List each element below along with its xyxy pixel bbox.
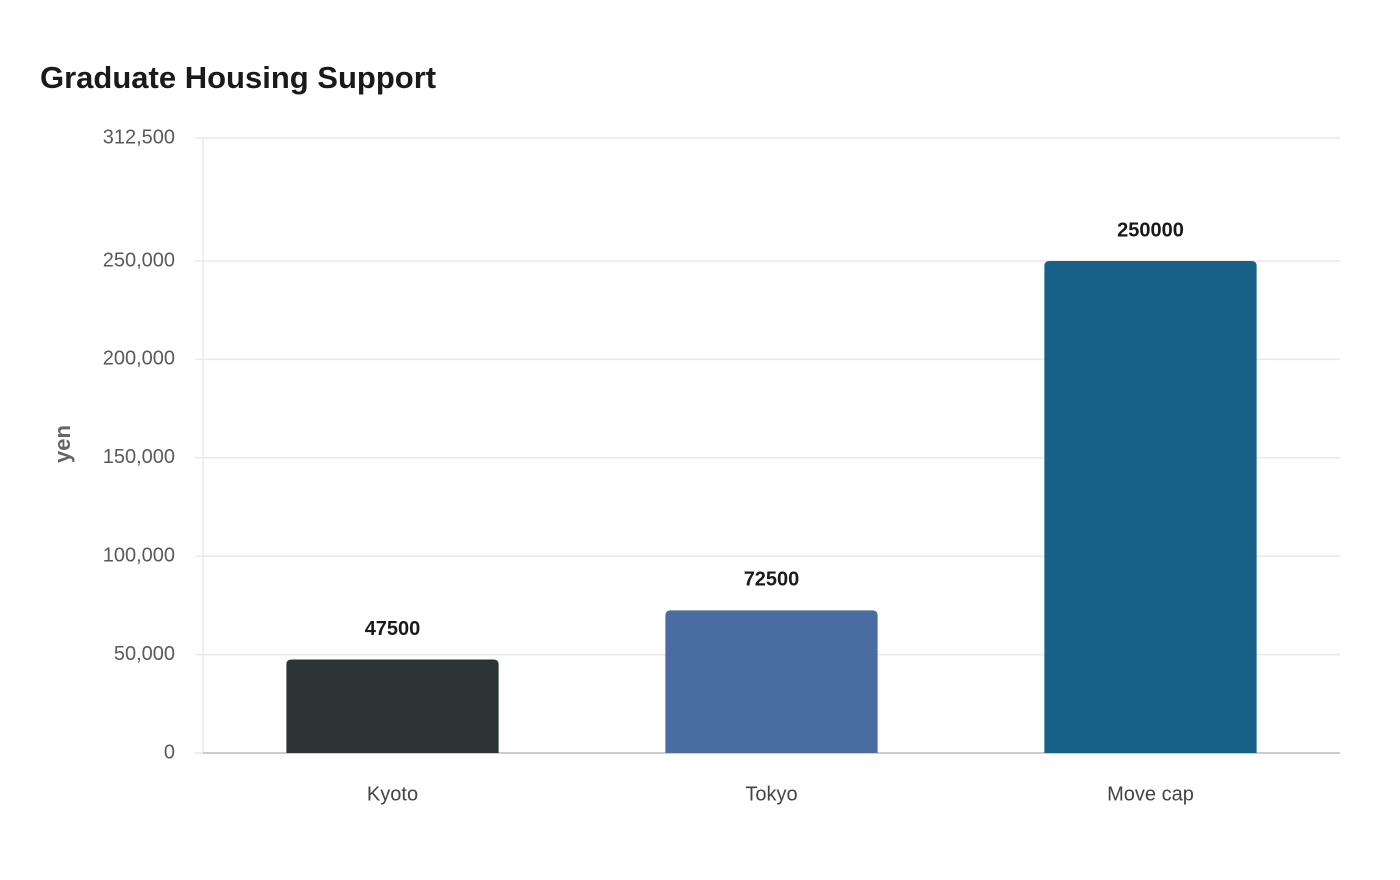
data-label: 250000 <box>1117 219 1184 241</box>
bar <box>1044 261 1257 753</box>
data-label: 47500 <box>365 618 421 640</box>
y-tick-label: 250,000 <box>103 249 175 271</box>
bar <box>665 610 878 753</box>
y-tick-label: 312,500 <box>103 126 175 148</box>
data-label: 72500 <box>744 569 800 591</box>
x-tick-label: Tokyo <box>745 783 797 805</box>
y-tick-label: 200,000 <box>103 348 175 370</box>
x-tick-label: Move cap <box>1107 783 1194 805</box>
chart-title: Graduate Housing Support <box>40 60 436 95</box>
y-axis-label: yen <box>50 425 75 463</box>
y-tick-label: 50,000 <box>114 643 175 665</box>
y-tick-label: 0 <box>164 741 175 763</box>
y-tick-label: 100,000 <box>103 544 175 566</box>
y-tick-label: 150,000 <box>103 446 175 468</box>
x-tick-label: Kyoto <box>367 783 418 805</box>
bar <box>286 659 499 753</box>
